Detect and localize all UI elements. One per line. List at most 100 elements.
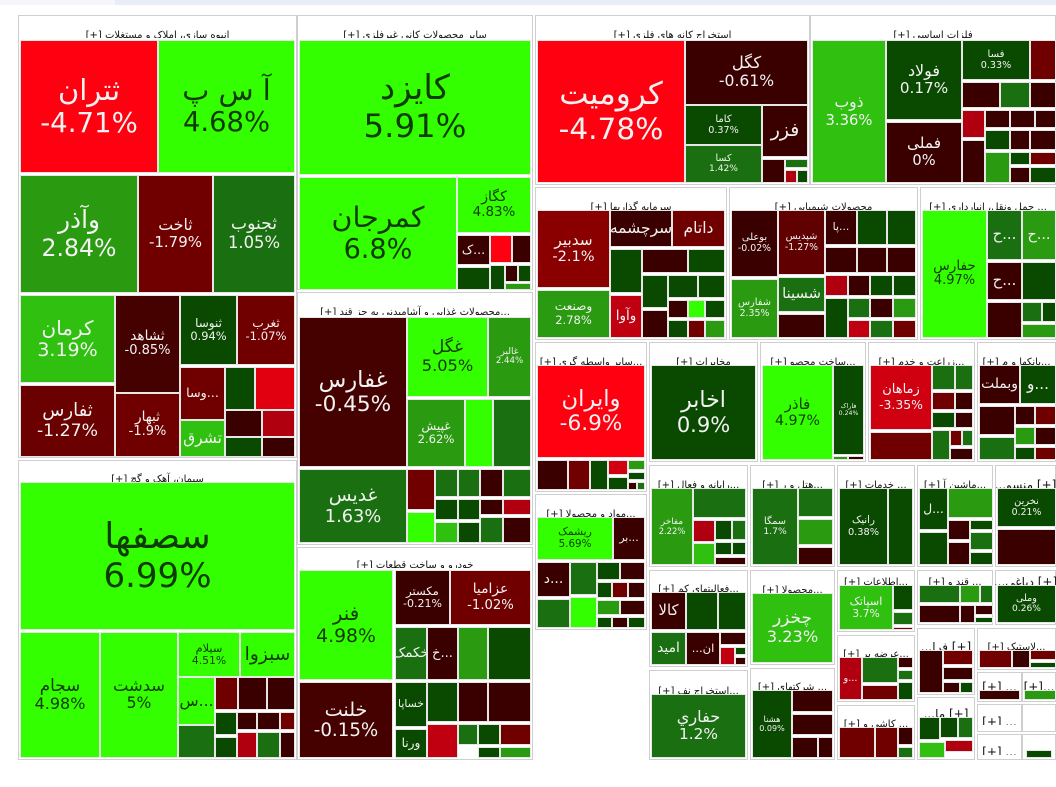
- stock-tile[interactable]: ثغرب -1.07%: [237, 295, 295, 365]
- stock-tile[interactable]: [825, 298, 848, 338]
- stock-tile[interactable]: غفارس -0.45%: [299, 317, 407, 467]
- stock-tile[interactable]: [1026, 750, 1052, 758]
- sector-header-expand[interactable]: ...منسو [+]: [995, 465, 1056, 488]
- sector-header-expand[interactable]: ...زراعت و خدم [+]: [868, 342, 975, 365]
- stock-tile[interactable]: [797, 170, 808, 183]
- stock-tile[interactable]: [943, 682, 960, 693]
- stock-tile[interactable]: [932, 365, 955, 390]
- stock-tile[interactable]: [1030, 82, 1056, 108]
- stock-tile[interactable]: [958, 717, 973, 738]
- stock-tile[interactable]: [962, 110, 985, 138]
- sector-header-expand[interactable]: ...فعالیتهای کم [+]: [649, 570, 748, 592]
- sector-header-expand[interactable]: خودرو و ساخت قطعات [+]: [297, 547, 533, 568]
- stock-tile[interactable]: [898, 747, 913, 758]
- stock-tile[interactable]: [979, 406, 1015, 435]
- stock-tile[interactable]: فسا 0.33%: [962, 40, 1030, 80]
- stock-tile[interactable]: [642, 249, 688, 273]
- stock-tile[interactable]: فنر 4.98%: [299, 570, 393, 680]
- stock-tile[interactable]: [610, 249, 642, 293]
- stock-tile[interactable]: کالا: [651, 592, 686, 630]
- sector-header-expand[interactable]: انبوه سازی، املاک و مستغلات [+]: [18, 15, 297, 38]
- stock-tile[interactable]: ح...: [1022, 210, 1056, 260]
- stock-tile[interactable]: تشرق: [180, 420, 225, 457]
- stock-tile[interactable]: [848, 275, 870, 296]
- stock-tile[interactable]: [979, 650, 1012, 668]
- stock-tile[interactable]: شسینا: [778, 277, 825, 312]
- stock-tile[interactable]: [500, 747, 531, 758]
- stock-tile[interactable]: [888, 488, 913, 565]
- stock-tile[interactable]: وآوا: [610, 295, 642, 338]
- stock-tile[interactable]: [407, 512, 435, 543]
- stock-tile[interactable]: وآذر 2.84%: [20, 175, 138, 293]
- stock-tile[interactable]: غپیش 2.62%: [407, 399, 465, 467]
- stock-tile[interactable]: [237, 712, 257, 730]
- stock-tile[interactable]: [257, 732, 280, 758]
- stock-tile[interactable]: [597, 562, 620, 580]
- stock-tile[interactable]: [898, 657, 913, 668]
- stock-tile[interactable]: [693, 543, 715, 565]
- stock-tile[interactable]: فاراک 0.24%: [833, 365, 864, 455]
- stock-tile[interactable]: ثفارس -1.27%: [20, 385, 115, 457]
- sector-header-expand[interactable]: مخابرات [+]: [649, 342, 758, 365]
- stock-tile[interactable]: [960, 605, 975, 623]
- sector-header-expand[interactable]: ...لاستیک [+]: [977, 628, 1056, 650]
- sector-header-expand[interactable]: ...هتل و ر [+]: [750, 465, 835, 488]
- stock-tile[interactable]: ورنا: [395, 729, 427, 758]
- stock-tile[interactable]: [762, 159, 785, 183]
- stock-tile[interactable]: مفاخر 2.22%: [651, 488, 693, 565]
- stock-tile[interactable]: [668, 275, 698, 298]
- stock-tile[interactable]: [898, 682, 913, 700]
- stock-tile[interactable]: غگل 5.05%: [407, 317, 488, 397]
- stock-tile[interactable]: [628, 472, 645, 480]
- stock-tile[interactable]: [537, 599, 570, 628]
- sector-header-expand[interactable]: ... شرکتهای [+]: [750, 668, 835, 690]
- stock-tile[interactable]: [970, 532, 993, 550]
- stock-tile[interactable]: [612, 617, 628, 628]
- stock-tile[interactable]: [1015, 406, 1035, 425]
- stock-tile[interactable]: [608, 460, 628, 475]
- stock-tile[interactable]: ثجنوب 1.05%: [213, 175, 295, 293]
- stock-tile[interactable]: [518, 265, 531, 282]
- stock-tile[interactable]: [932, 412, 955, 428]
- stock-tile[interactable]: [590, 460, 608, 490]
- stock-tile[interactable]: [215, 737, 237, 758]
- stock-tile[interactable]: پا...: [825, 210, 857, 245]
- stock-tile[interactable]: [975, 605, 993, 615]
- stock-tile[interactable]: کاما 0.37%: [685, 105, 762, 145]
- stock-tile[interactable]: [919, 605, 960, 623]
- stock-tile[interactable]: [642, 275, 668, 308]
- stock-tile[interactable]: ک...: [457, 235, 490, 265]
- stock-tile[interactable]: [839, 727, 875, 758]
- stock-tile[interactable]: [1030, 650, 1056, 660]
- stock-tile[interactable]: [465, 399, 493, 467]
- stock-tile[interactable]: [1015, 447, 1035, 460]
- sector-header-expand[interactable]: استخراج کانه های فلزی [+]: [535, 15, 810, 38]
- stock-tile[interactable]: وایران -6.9%: [537, 365, 645, 458]
- stock-tile[interactable]: [919, 650, 943, 693]
- stock-tile[interactable]: ح...: [987, 262, 1022, 300]
- stock-tile[interactable]: فولاد 0.17%: [886, 40, 962, 120]
- stock-tile[interactable]: [628, 582, 645, 598]
- stock-tile[interactable]: [870, 275, 893, 296]
- stock-tile[interactable]: ح...: [987, 210, 1022, 260]
- stock-tile[interactable]: [1024, 690, 1056, 700]
- stock-tile[interactable]: [979, 437, 1015, 460]
- stock-tile[interactable]: [875, 727, 898, 758]
- stock-tile[interactable]: [919, 717, 940, 740]
- stock-tile[interactable]: ثاخت -1.79%: [138, 175, 213, 293]
- stock-tile[interactable]: [778, 314, 825, 338]
- stock-tile[interactable]: [480, 517, 503, 543]
- stock-tile[interactable]: وملی 0.26%: [997, 585, 1056, 623]
- sector-header-expand[interactable]: [+] ...: [977, 734, 1022, 755]
- sector-header-expand[interactable]: ...سایر واسطه گری [+]: [535, 342, 647, 365]
- stock-tile[interactable]: [785, 170, 797, 183]
- stock-tile[interactable]: کایزد 5.91%: [299, 40, 531, 175]
- stock-tile[interactable]: [862, 685, 898, 700]
- stock-tile[interactable]: [862, 657, 898, 683]
- stock-tile[interactable]: [493, 399, 531, 467]
- stock-tile[interactable]: [970, 552, 993, 565]
- stock-tile[interactable]: [628, 482, 637, 490]
- stock-tile[interactable]: [503, 499, 531, 515]
- sector-header-expand[interactable]: فلزات اساسی [+]: [810, 15, 1056, 38]
- stock-tile[interactable]: اخابر 0.9%: [651, 365, 756, 460]
